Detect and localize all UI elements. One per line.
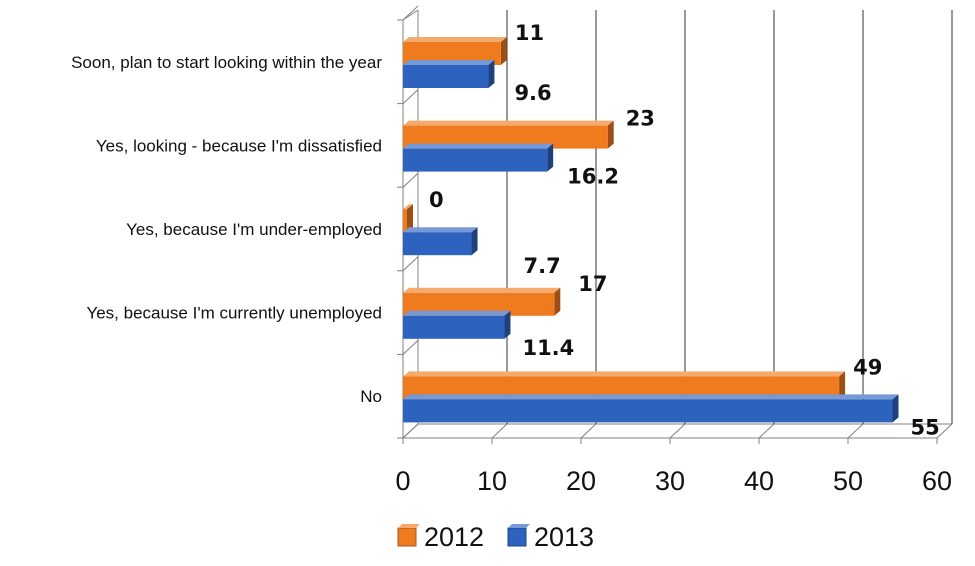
data-label-2012: 17 <box>578 272 607 296</box>
bar-front-face <box>403 42 501 65</box>
bar-top-face <box>403 394 899 400</box>
bar-side-face <box>471 227 478 256</box>
floor-gridline <box>491 423 508 439</box>
bar-top-face <box>403 120 614 126</box>
legend: 2012 2013 <box>397 522 594 552</box>
bar-layer <box>403 37 899 423</box>
category-label: No <box>360 387 382 406</box>
bar-side-face <box>547 143 554 172</box>
bar-top-face <box>403 60 495 65</box>
category-label: Yes, looking - because I'm dissatisfied <box>96 136 382 155</box>
bar-side-face <box>607 120 614 149</box>
legend-swatch-top <box>398 524 420 528</box>
x-tick-label: 50 <box>833 466 863 496</box>
category-depth-line <box>402 172 419 188</box>
bar-front-face <box>403 125 608 149</box>
bar-2012-0 <box>403 37 507 65</box>
bar-top-face <box>403 227 478 233</box>
bar-front-face <box>403 292 555 316</box>
bar-side-face <box>500 37 507 65</box>
bar-2013-0 <box>403 60 495 88</box>
data-label-2013: 7.7 <box>524 254 561 278</box>
x-tick-label: 10 <box>477 466 507 496</box>
legend-swatch <box>507 527 527 547</box>
bar-2013-3 <box>403 310 511 339</box>
x-tick-label: 60 <box>922 466 952 496</box>
floor-gridline <box>669 423 686 439</box>
legend-swatch-top <box>508 524 530 528</box>
category-depth-line <box>402 256 419 272</box>
bar-top-face <box>403 310 511 316</box>
bar-2013-1 <box>403 143 554 172</box>
bar-2012-3 <box>403 287 561 316</box>
bar-side-face <box>504 310 511 339</box>
data-label-2013: 9.6 <box>514 81 551 105</box>
category-depth-line <box>402 5 419 21</box>
category-depth-line <box>402 89 419 104</box>
floor-gridline <box>847 423 864 439</box>
bar-top-face <box>403 371 846 377</box>
bar-front-face <box>403 399 893 423</box>
legend-label: 2013 <box>534 522 594 552</box>
data-label-2013: 11.4 <box>522 336 574 360</box>
bar-2012-2 <box>403 204 413 233</box>
floor-gridline <box>936 423 953 439</box>
bar-front-face <box>403 376 840 400</box>
data-label-2012: 11 <box>515 21 544 45</box>
bar-front-face <box>403 148 548 172</box>
bar-2012-1 <box>403 120 614 149</box>
legend-item-2013: 2013 <box>507 522 594 552</box>
legend-item-2012: 2012 <box>397 522 484 552</box>
category-label: Soon, plan to start looking within the y… <box>71 53 382 72</box>
bar-side-face <box>488 60 495 88</box>
bar-front-face <box>403 315 505 339</box>
legend-swatch <box>397 527 417 547</box>
floor-gridline <box>580 423 597 439</box>
bar-2013-2 <box>403 227 478 256</box>
bar-side-face <box>892 394 899 423</box>
bar-top-face <box>403 287 561 293</box>
label-layer: 0 10 20 30 40 50 60 Soon, plan to start looking… <box>71 21 952 496</box>
data-label-2013: 55 <box>911 415 940 439</box>
bar-front-face <box>403 209 407 233</box>
bar-2012-4 <box>403 371 846 400</box>
data-label-2012: 49 <box>853 355 882 379</box>
bar-side-face <box>839 371 846 400</box>
category-depth-line <box>402 340 419 355</box>
floor-gridline <box>402 423 419 439</box>
bar-top-face <box>403 143 554 149</box>
x-tick-label: 20 <box>566 466 596 496</box>
x-tick-label: 0 <box>395 466 410 496</box>
bar-top-face <box>403 37 507 42</box>
x-tick-label: 40 <box>744 466 774 496</box>
legend-label: 2012 <box>424 522 484 552</box>
data-label-2013: 16.2 <box>567 165 619 189</box>
bar-side-face <box>554 287 561 316</box>
bar-side-face <box>407 204 413 233</box>
bar-front-face <box>403 65 489 88</box>
bar-top-face <box>403 204 413 210</box>
bar-front-face <box>403 232 472 256</box>
bar-2013-4 <box>403 394 899 423</box>
category-label: Yes, because I'm under-employed <box>126 220 382 239</box>
x-tick-label: 30 <box>655 466 685 496</box>
data-label-2012: 0 <box>429 188 444 212</box>
category-label: Yes, because I'm currently unemployed <box>86 304 382 323</box>
floor-gridline <box>758 423 775 439</box>
data-label-2012: 23 <box>626 107 655 131</box>
